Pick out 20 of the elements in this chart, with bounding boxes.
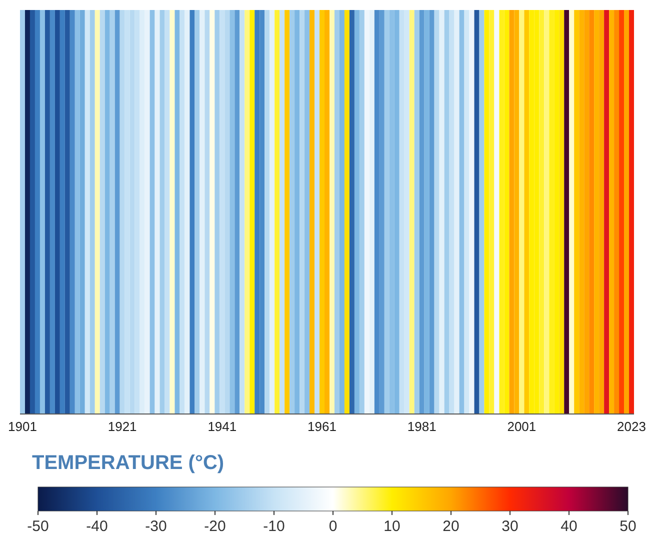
colorbar: -50 -40 -30 -20 -10 0 10 20 30 40 50	[8, 475, 648, 537]
x-tick-label: 1901	[8, 419, 37, 434]
color-bar-title: TEMPERATURE (°C)	[32, 452, 226, 475]
color-bar-label: -20	[204, 518, 226, 535]
color-bar-label: -40	[86, 518, 108, 535]
color-bar-label: 50	[620, 518, 636, 535]
color-bar-label: -50	[27, 518, 49, 535]
x-tick-label: 2023	[617, 419, 646, 434]
x-tick-label: 1921	[108, 419, 137, 434]
color-bar-label: 10	[384, 518, 400, 535]
color-bar-label: -10	[263, 518, 285, 535]
color-bar-label: 40	[560, 518, 578, 535]
color-bar-label: 0	[328, 518, 338, 535]
color-bar-label: 20	[442, 518, 460, 535]
x-tick-label: 1961	[308, 419, 336, 434]
color-bar-label: -30	[145, 518, 167, 535]
color-bar-label: 30	[502, 518, 518, 535]
x-tick-label: 2001	[507, 419, 536, 434]
x-tick-label: 1981	[407, 419, 436, 434]
x-tick-label: 1941	[208, 419, 237, 434]
